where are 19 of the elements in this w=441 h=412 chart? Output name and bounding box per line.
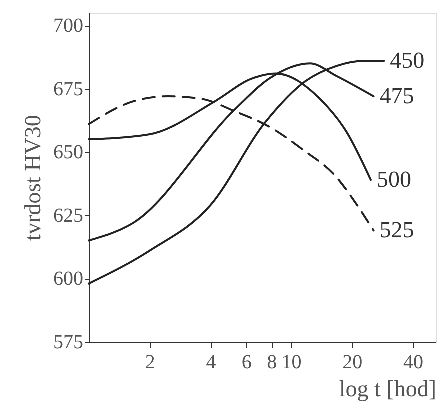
- series-label: 525: [380, 218, 414, 243]
- x-tick-label: 40: [403, 352, 424, 374]
- x-tick-label: 20: [342, 352, 363, 374]
- y-tick-label: 625: [54, 204, 84, 227]
- series-label: 500: [376, 167, 412, 192]
- y-axis-title: tvrdost HV30: [20, 115, 46, 241]
- x-tick-label: 6: [242, 352, 252, 374]
- y-tick-label: 650: [54, 142, 84, 164]
- y-tick-label: 575: [54, 332, 84, 354]
- y-tick-label: 675: [54, 78, 84, 100]
- x-tick-label: 2: [145, 352, 156, 374]
- x-tick-label: 4: [206, 352, 216, 374]
- x-tick-label: 10: [282, 352, 302, 374]
- x-axis-title: log t [hod]: [339, 376, 436, 402]
- y-tick-label: 700: [54, 15, 84, 38]
- x-tick-label: 8: [267, 352, 278, 374]
- series-label: 475: [380, 84, 414, 109]
- series-label: 450: [390, 48, 425, 74]
- y-tick-label: 600: [54, 268, 84, 290]
